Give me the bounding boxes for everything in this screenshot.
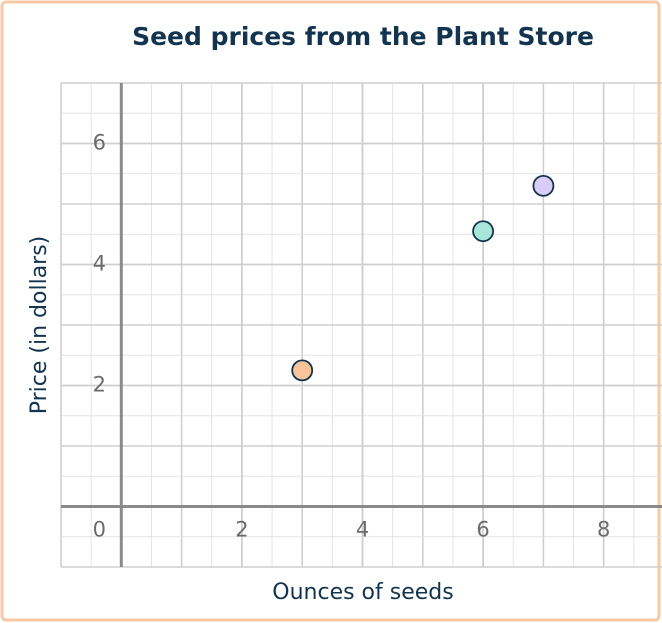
x-tick-label: 0 (93, 518, 106, 542)
x-tick-label: 6 (476, 518, 489, 542)
point (532, 174, 555, 197)
y-axis-label: Price (in dollars) (27, 236, 52, 415)
x-tick-label: 8 (597, 518, 610, 542)
y-tick-label: 4 (93, 252, 106, 276)
marks (291, 174, 555, 382)
point (291, 359, 314, 382)
x-axis-label: Ounces of seeds (272, 580, 453, 605)
y-tick-label: 6 (93, 131, 106, 155)
point (472, 220, 495, 243)
chart-title: Seed prices from the Plant Store (132, 22, 594, 51)
grid: 0 2 4 6 8 2 4 6 (60, 82, 662, 568)
x-tick-label: 4 (356, 518, 369, 542)
x-tick-label: 2 (235, 518, 248, 542)
y-tick-label: 2 (93, 373, 106, 397)
